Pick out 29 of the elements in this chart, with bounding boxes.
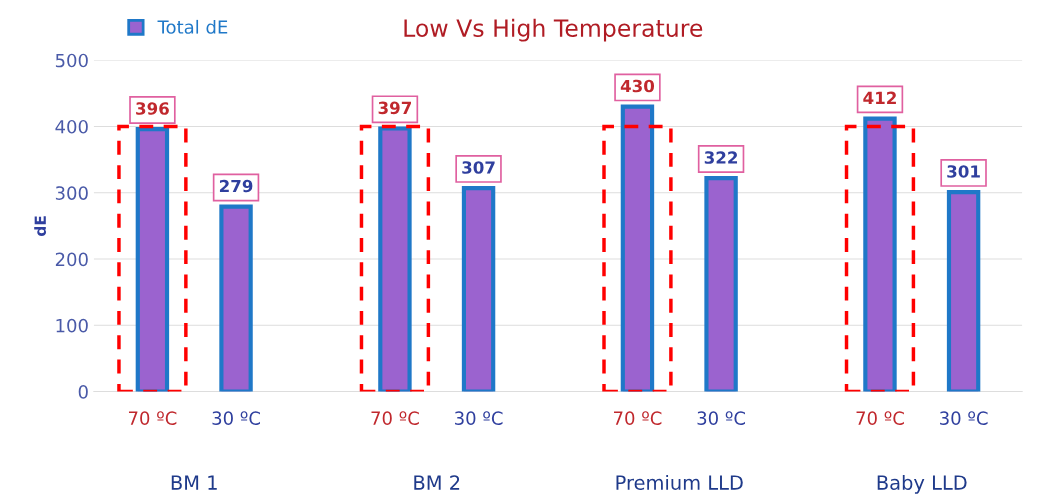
text: Premium LLD bbox=[616, 474, 743, 490]
data-label: 396 bbox=[136, 102, 169, 115]
y-axis-title: dE bbox=[34, 216, 47, 236]
data-label: 430 bbox=[620, 79, 655, 93]
x-tick-label: 70 ºC bbox=[614, 411, 662, 425]
y-tick-label: 100 bbox=[56, 318, 88, 333]
x-tick-label: 30 ºC bbox=[212, 411, 260, 425]
data-label: 301 bbox=[947, 165, 980, 178]
x-tick-label: 70 ºC bbox=[128, 411, 177, 425]
x-tick-label: 30 ºC bbox=[940, 411, 988, 425]
legend-label: Total dE bbox=[157, 19, 228, 34]
y-tick-label: 0 bbox=[78, 385, 88, 399]
data-label: 307 bbox=[462, 161, 495, 174]
y-tick-label: 300 bbox=[55, 186, 88, 200]
y-tick-label: 200 bbox=[55, 252, 88, 267]
text: Baby LLD bbox=[877, 474, 967, 494]
chart-title: Low Vs High Temperature bbox=[404, 18, 703, 42]
x-tick-label: 70 ºC bbox=[856, 411, 904, 425]
data-label: 279 bbox=[219, 179, 253, 193]
y-tick-label: 400 bbox=[55, 119, 88, 134]
text: BM 2 bbox=[414, 475, 460, 490]
x-tick-label: 70 ºC bbox=[371, 411, 419, 425]
data-label: 322 bbox=[704, 151, 738, 164]
x-tick-label: 30 ºC bbox=[455, 411, 503, 425]
y-tick-label: 500 bbox=[55, 53, 88, 68]
x-tick-label: 30 ºC bbox=[697, 411, 746, 425]
text: BM 1 bbox=[171, 475, 217, 490]
data-label: 412 bbox=[863, 91, 896, 104]
data-label: 397 bbox=[378, 101, 411, 115]
